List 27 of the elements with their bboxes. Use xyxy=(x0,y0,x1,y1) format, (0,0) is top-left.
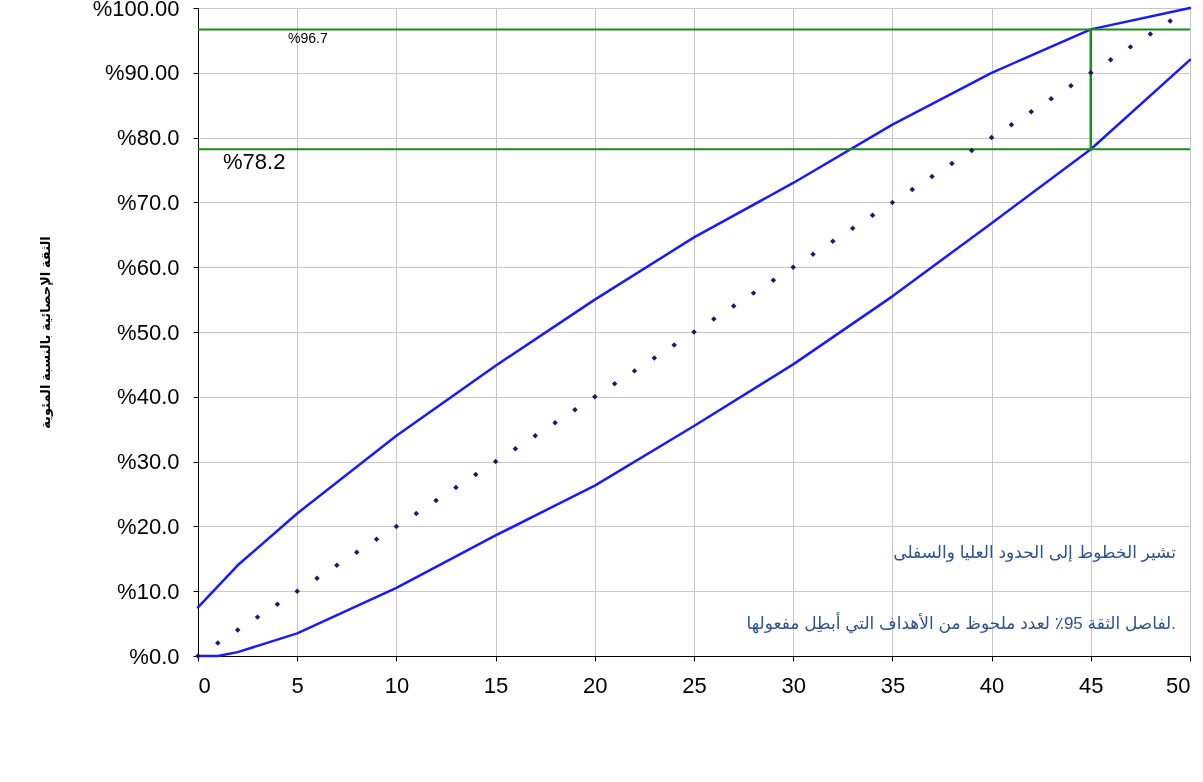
y-tick-label: %60.0 xyxy=(117,254,180,280)
y-tick-label: %40.0 xyxy=(117,384,180,410)
x-tick-label: 0 xyxy=(198,672,211,698)
annotation: تشير الخطوط إلى الحدود العليا والسفلى xyxy=(893,543,1177,562)
x-tick-label: 35 xyxy=(880,672,906,698)
x-tick-label: 25 xyxy=(682,672,707,698)
x-tick-label: 10 xyxy=(384,672,410,698)
y-axis-title: الثقة الإحصائية بالنسبة المئوية xyxy=(37,236,53,429)
x-tick-label: 15 xyxy=(483,672,509,698)
ref-line-label: %96.7 xyxy=(288,30,328,47)
x-tick-label: 40 xyxy=(979,672,1005,698)
y-tick-label: %70.0 xyxy=(117,189,180,215)
y-tick-label: %10.0 xyxy=(117,578,180,604)
y-tick-label: %30.0 xyxy=(117,449,180,475)
x-tick-label: 20 xyxy=(583,672,608,698)
y-tick-label: %50.0 xyxy=(117,319,180,345)
x-tick-label: 5 xyxy=(291,672,304,698)
ref-line-label: %78.2 xyxy=(223,149,286,175)
x-tick-label: 30 xyxy=(781,672,806,698)
y-tick-label: %100.00 xyxy=(92,0,180,21)
y-tick-label: %90.00 xyxy=(104,60,180,86)
annotation: لفاصل الثقة 95٪ لعدد ملحوظ من الأهداف التي أبطِل مفعولها. xyxy=(746,612,1176,634)
y-tick-label: %80.0 xyxy=(117,125,180,151)
x-tick-label: 50 xyxy=(1166,672,1191,698)
y-tick-label: %20.0 xyxy=(117,513,180,539)
y-tick-label: %0.0 xyxy=(129,643,180,669)
x-tick-label: 45 xyxy=(1079,672,1104,698)
